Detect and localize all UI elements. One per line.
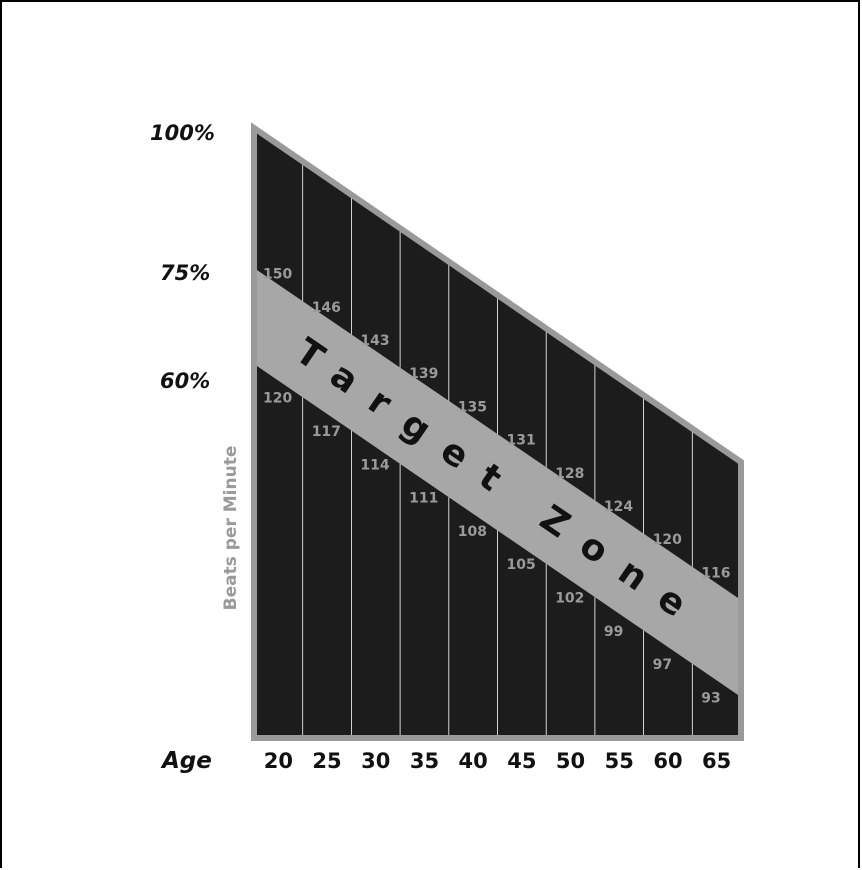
upper-value-label: 124 <box>604 499 633 515</box>
upper-value-label: 128 <box>555 466 584 482</box>
x-tick-label: 65 <box>702 749 731 773</box>
upper-value-label: 131 <box>507 433 536 449</box>
lower-value-label: 108 <box>458 524 487 540</box>
x-tick-label: 25 <box>312 749 341 773</box>
x-tick-label: 55 <box>605 749 634 773</box>
age-column-25 <box>302 161 352 738</box>
lower-value-label: 99 <box>604 624 623 640</box>
upper-value-label: 139 <box>409 366 438 382</box>
target-zone-band <box>254 268 741 697</box>
upper-value-label: 135 <box>458 399 487 415</box>
upper-value-label: 143 <box>360 333 389 349</box>
percent-label-100: 100% <box>150 121 215 145</box>
lower-value-label: 102 <box>555 590 584 606</box>
y-axis-label: Beats per Minute <box>221 446 241 611</box>
lower-value-label: 114 <box>360 457 389 473</box>
x-tick-label: 35 <box>410 749 439 773</box>
lower-value-label: 117 <box>312 424 341 440</box>
x-tick-label: 60 <box>653 749 682 773</box>
percent-label-60: 60% <box>160 369 210 393</box>
percent-label-75: 75% <box>160 261 210 285</box>
age-column-20 <box>254 128 303 738</box>
x-tick-label: 45 <box>507 749 536 773</box>
lower-value-label: 105 <box>507 557 536 573</box>
x-axis-label: Age <box>160 748 212 774</box>
upper-value-label: 116 <box>701 565 730 581</box>
x-tick-label: 40 <box>459 749 488 773</box>
x-tick-label: 50 <box>556 749 585 773</box>
upper-value-label: 146 <box>312 300 341 316</box>
lower-value-label: 120 <box>263 391 292 407</box>
upper-value-label: 120 <box>653 532 682 548</box>
age-column-30 <box>351 194 401 739</box>
lower-value-label: 93 <box>701 690 720 706</box>
age-column-35 <box>400 228 449 738</box>
x-tick-label: 20 <box>264 749 293 773</box>
lower-value-label: 97 <box>653 657 672 673</box>
chart-outline <box>251 122 744 741</box>
x-tick-label: 30 <box>361 749 390 773</box>
lower-value-label: 111 <box>409 491 438 507</box>
upper-value-label: 150 <box>263 267 292 283</box>
